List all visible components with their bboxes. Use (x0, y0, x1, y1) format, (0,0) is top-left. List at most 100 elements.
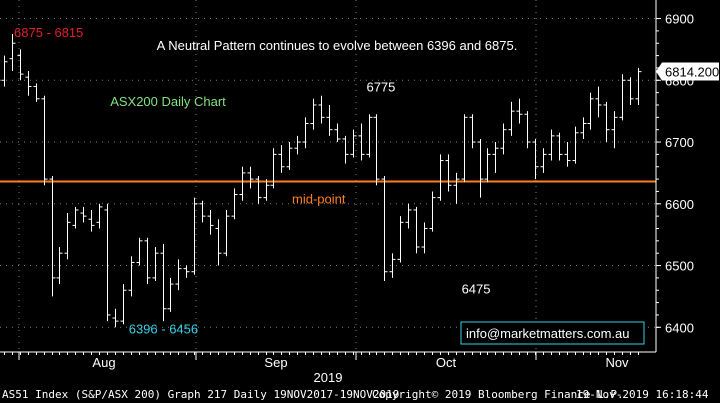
ohlc-bar (381, 176, 388, 281)
last-price-box (656, 62, 719, 81)
ohlc-bar (278, 145, 285, 173)
ohlc-bar (572, 126, 579, 164)
contact-box (460, 321, 645, 345)
ohlc-bar (167, 277, 174, 312)
ohlc-bar (136, 237, 143, 266)
ohlc-bar (17, 49, 24, 81)
ohlc-bar (350, 129, 357, 158)
ohlc-bar (64, 213, 71, 260)
ohlc-bar (477, 138, 484, 198)
ohlc-bar (564, 142, 571, 167)
ohlc-bar (215, 219, 222, 266)
annotation-support: 6396 - 6456 (129, 321, 198, 336)
ohlc-bar (326, 104, 333, 136)
annotation-low: 6475 (462, 281, 491, 296)
x-month-label: Sep (264, 355, 287, 370)
ohlc-bar (207, 209, 214, 235)
ohlc-bar (437, 154, 444, 201)
ohlc-bar (88, 209, 95, 232)
ohlc-bar (595, 86, 602, 118)
ohlc-bar (231, 188, 238, 220)
ohlc-bar (302, 117, 309, 149)
ohlc-bar (461, 114, 468, 183)
ohlc-bar (120, 284, 127, 325)
ohlc-bar (532, 138, 539, 180)
ohlc-bar (247, 166, 254, 189)
mid-point-label: mid-point (292, 192, 346, 207)
ohlc-bar (9, 33, 16, 72)
ohlc-bar (318, 95, 325, 124)
y-tick-label: 6900 (665, 12, 694, 27)
annotation-high: 6775 (366, 79, 395, 94)
y-tick-label: 6400 (665, 320, 694, 335)
footer-security-info: AS51 Index (S&P/ASX 200) Graph 217 Daily… (2, 388, 400, 401)
ohlc-bar (373, 114, 380, 186)
ohlc-bar (635, 67, 642, 105)
ohlc-bar (263, 179, 270, 201)
ohlc-bar (33, 83, 40, 102)
ohlc-bar (611, 111, 618, 149)
ohlc-bar (469, 114, 476, 149)
x-month-label: Aug (92, 355, 115, 370)
ohlc-bar (25, 71, 32, 96)
ohlc-bar (104, 203, 111, 322)
ohlc-bar (484, 148, 491, 183)
footer-timestamp: 19-Nov-2019 16:18:44 (576, 388, 709, 401)
chart-title: ASX200 Daily Chart (110, 94, 226, 109)
ohlc-bar (492, 142, 499, 173)
ohlc-bar (49, 176, 56, 297)
ohlc-bar (405, 203, 412, 229)
ohlc-bar (128, 256, 135, 297)
ohlc-bar (191, 197, 198, 275)
ohlc-bar (294, 135, 301, 155)
ohlc-bar (603, 101, 610, 143)
ohlc-bar (587, 92, 594, 130)
ohlc-bar (524, 111, 531, 149)
ohlc-bar (270, 148, 277, 189)
ohlc-bar (310, 98, 317, 130)
x-month-label: Oct (436, 355, 457, 370)
ohlc-bar (199, 200, 206, 223)
ohlc-bar (334, 123, 341, 143)
x-month-label: Nov (605, 355, 629, 370)
ohlc-bar (175, 259, 182, 291)
ohlc-bar (56, 247, 63, 285)
ohlc-series (1, 33, 642, 328)
ohlc-bar (445, 154, 452, 192)
ohlc-bar (516, 98, 523, 124)
last-price-label: 6814.200 (665, 65, 719, 80)
ohlc-bar (223, 209, 230, 257)
contact-label: info@marketmatters.com.au (466, 326, 629, 341)
ohlc-bar (41, 95, 48, 186)
footer-copyright: Copyright© 2019 Bloomberg Finance L.P. (372, 388, 624, 401)
ohlc-bar (358, 123, 365, 161)
y-tick-label: 6700 (665, 135, 694, 150)
ohlc-bar (342, 135, 349, 164)
ohlc-bar (429, 191, 436, 232)
ohlc-bar (397, 216, 404, 263)
y-tick-label: 6500 (665, 259, 694, 274)
ohlc-bar (96, 203, 103, 229)
ohlc-bar (239, 166, 246, 201)
ohlc-bar (389, 253, 396, 278)
ohlc-bar (80, 206, 87, 223)
ohlc-bar (366, 114, 373, 158)
ohlc-bar (556, 132, 563, 161)
ohlc-bar (421, 222, 428, 254)
ohlc-bar (453, 172, 460, 204)
ohlc-bar (548, 129, 555, 161)
ohlc-bar (144, 237, 151, 285)
status-footer: AS51 Index (S&P/ASX 200) Graph 217 Daily… (0, 384, 720, 403)
ohlc-bar (627, 77, 634, 105)
ohlc-bar (286, 142, 293, 170)
ohlc-bar (255, 176, 262, 204)
x-year-label: 2019 (314, 370, 343, 384)
ohlc-bar (508, 101, 515, 136)
ohlc-bar (500, 123, 507, 155)
ohlc-bar (160, 243, 167, 322)
ohlc-bar (152, 247, 159, 281)
ohlc-bar (112, 308, 119, 328)
ohlc-bar (1, 55, 8, 87)
